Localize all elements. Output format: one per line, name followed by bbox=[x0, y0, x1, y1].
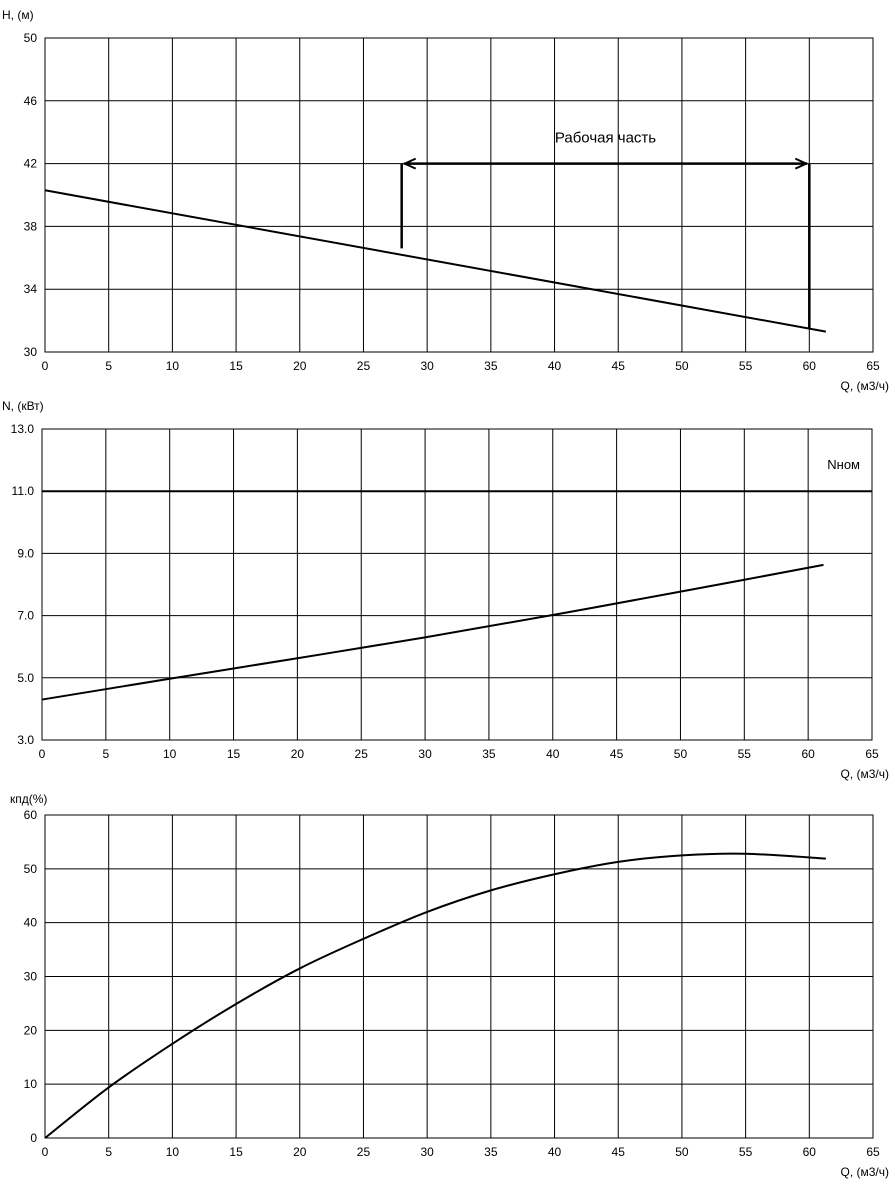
series-line bbox=[44, 852, 826, 1139]
x-tick-label: 35 bbox=[484, 359, 498, 373]
x-tick-label: 45 bbox=[612, 359, 626, 373]
x-tick-label: 10 bbox=[166, 1145, 180, 1159]
chart-3: 0 5 10 15 20 25 30 35 40 45 50 55 60 65 0 10 20 30 40 50 60 к… bbox=[10, 792, 889, 1179]
x-tick-label: 40 bbox=[548, 1145, 562, 1159]
x-tick-label: 20 bbox=[293, 1145, 307, 1159]
x-tick-label: 50 bbox=[675, 1145, 689, 1159]
x-tick-label: 15 bbox=[229, 359, 243, 373]
x-tick-label: 30 bbox=[420, 359, 434, 373]
y-tick-label: 5.0 bbox=[17, 671, 34, 685]
y-tick-label: 46 bbox=[24, 94, 38, 108]
series-line bbox=[41, 563, 824, 701]
x-tick-label: 50 bbox=[674, 747, 688, 761]
y-tick-label: 42 bbox=[24, 157, 38, 171]
y-axis-title: N, (кВт) bbox=[2, 399, 44, 413]
x-tick-label: 20 bbox=[291, 747, 305, 761]
x-tick-label: 55 bbox=[739, 359, 753, 373]
x-tick-label: 0 bbox=[42, 359, 49, 373]
y-tick-label: 30 bbox=[24, 345, 38, 359]
x-tick-label: 0 bbox=[39, 747, 46, 761]
x-tick-label: 10 bbox=[166, 359, 180, 373]
x-tick-label: 60 bbox=[803, 1145, 817, 1159]
x-tick-label: 25 bbox=[355, 747, 369, 761]
y-axis-title: H, (м) bbox=[2, 8, 34, 22]
y-tick-label: 13.0 bbox=[11, 422, 35, 436]
nominal-power-label: Nном bbox=[827, 457, 860, 472]
x-tick-label: 30 bbox=[420, 1145, 434, 1159]
x-tick-label: 25 bbox=[357, 359, 371, 373]
y-tick-label: 50 bbox=[24, 862, 38, 876]
working-range-arrowhead-right bbox=[794, 157, 807, 170]
y-tick-label: 11.0 bbox=[12, 484, 35, 498]
y-tick-label: 50 bbox=[24, 31, 38, 45]
x-tick-label: 35 bbox=[484, 1145, 498, 1159]
y-axis-title: кпд(%) bbox=[10, 792, 47, 806]
y-tick-label: 9.0 bbox=[17, 546, 34, 560]
y-tick-label: 7.0 bbox=[17, 609, 34, 623]
x-tick-label: 40 bbox=[548, 359, 562, 373]
x-tick-label: 50 bbox=[675, 359, 689, 373]
y-tick-label: 38 bbox=[24, 219, 38, 233]
y-tick-label: 30 bbox=[24, 970, 38, 984]
x-tick-label: 0 bbox=[42, 1145, 49, 1159]
working-range-label: Рабочая часть bbox=[555, 130, 656, 147]
x-axis-title: Q, (м3/ч) bbox=[840, 1165, 889, 1179]
x-tick-label: 55 bbox=[739, 1145, 753, 1159]
y-tick-label: 10 bbox=[24, 1077, 38, 1091]
x-tick-label: 40 bbox=[546, 747, 560, 761]
plot-frame bbox=[41, 428, 873, 741]
x-tick-label: 25 bbox=[357, 1145, 371, 1159]
x-tick-label: 65 bbox=[866, 359, 880, 373]
x-tick-label: 55 bbox=[738, 747, 752, 761]
chart-1: 0 5 10 15 20 25 30 35 40 45 50 55 60 65 30 34 38 42 46 50 H,… bbox=[2, 8, 889, 393]
series-line bbox=[44, 189, 827, 333]
y-tick-label: 0 bbox=[30, 1131, 37, 1145]
x-tick-label: 10 bbox=[163, 747, 177, 761]
x-tick-label: 65 bbox=[865, 747, 879, 761]
y-tick-label: 20 bbox=[24, 1023, 38, 1037]
x-axis-title: Q, (м3/ч) bbox=[840, 767, 889, 781]
y-tick-label: 3.0 bbox=[17, 733, 34, 747]
x-tick-label: 45 bbox=[610, 747, 624, 761]
x-tick-label: 15 bbox=[229, 1145, 243, 1159]
chart-2: 0 5 10 15 20 25 30 35 40 45 50 55 60 65 3.0 5.0 7.0 9.0 11… bbox=[2, 399, 889, 781]
x-tick-label: 20 bbox=[293, 359, 307, 373]
x-tick-label: 15 bbox=[227, 747, 241, 761]
x-tick-label: 5 bbox=[103, 747, 110, 761]
x-tick-label: 35 bbox=[482, 747, 496, 761]
x-tick-label: 5 bbox=[105, 1145, 112, 1159]
plot-frame bbox=[44, 37, 874, 353]
x-tick-label: 30 bbox=[418, 747, 432, 761]
working-range-arrowhead-left bbox=[404, 157, 417, 170]
x-tick-label: 45 bbox=[612, 1145, 626, 1159]
y-tick-label: 34 bbox=[24, 282, 38, 296]
x-axis-title: Q, (м3/ч) bbox=[840, 379, 889, 393]
x-tick-label: 60 bbox=[801, 747, 815, 761]
y-tick-label: 40 bbox=[24, 916, 38, 930]
x-tick-label: 65 bbox=[866, 1145, 880, 1159]
x-tick-label: 60 bbox=[803, 359, 817, 373]
y-tick-label: 60 bbox=[24, 808, 38, 822]
x-tick-label: 5 bbox=[105, 359, 112, 373]
